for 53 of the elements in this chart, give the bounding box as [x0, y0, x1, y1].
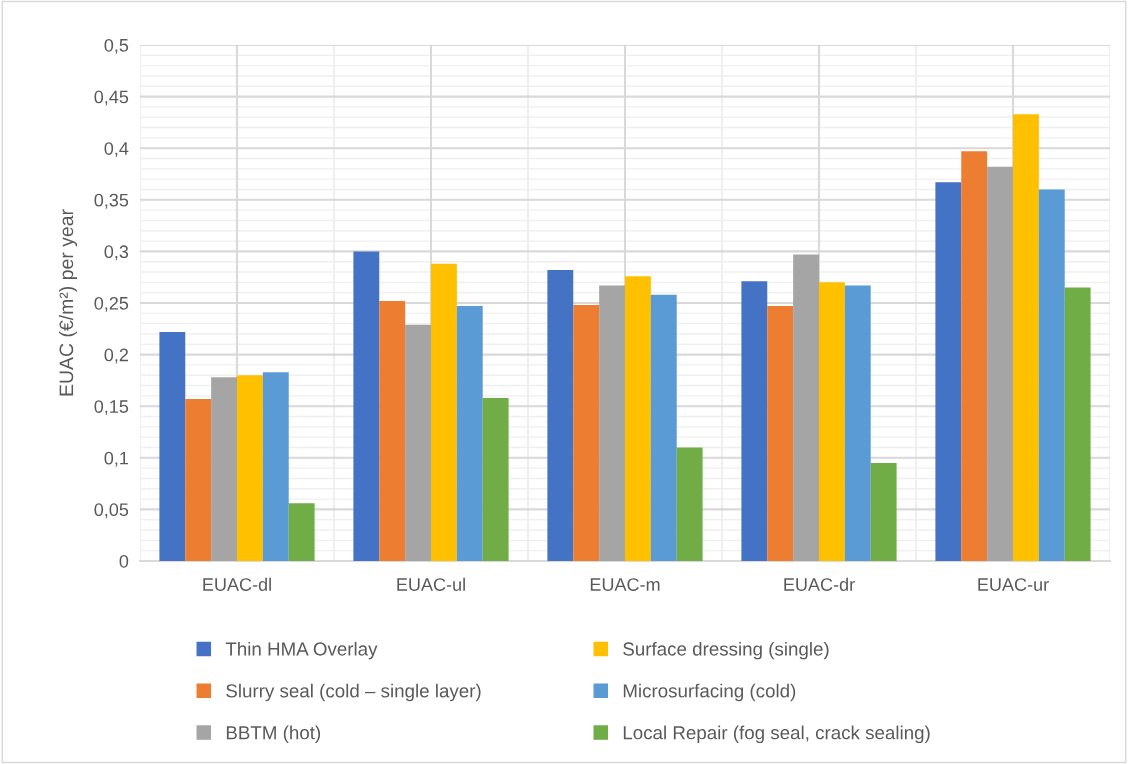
- x-tick-label: EUAC-m: [590, 578, 660, 591]
- bar: [353, 251, 380, 561]
- bar: [961, 151, 988, 561]
- bar: [379, 300, 406, 561]
- x-tick-label: EUAC-dr: [784, 577, 855, 591]
- bar: [1013, 114, 1039, 561]
- y-tick-label: 0,1: [104, 451, 129, 467]
- bar: [935, 182, 962, 561]
- bar: [676, 447, 703, 561]
- bar: [870, 462, 897, 561]
- legend-label: Microsurfacing (cold): [623, 683, 796, 702]
- bar: [987, 166, 1013, 561]
- bar: [599, 285, 625, 561]
- legend-label: Slurry seal (cold – single layer): [226, 683, 481, 702]
- bar: [482, 397, 509, 561]
- bar: [625, 276, 651, 561]
- bar: [288, 503, 315, 561]
- bar: [262, 372, 289, 561]
- bar: [547, 269, 574, 561]
- legend-label: BBTM (hot): [226, 725, 321, 744]
- x-tick-label: EUAC-ur: [978, 578, 1049, 591]
- bar: [431, 263, 457, 561]
- bar: [1038, 189, 1065, 561]
- bar: [237, 375, 263, 561]
- x-tick-label: EUAC-dl: [203, 577, 271, 591]
- bar: [456, 306, 483, 561]
- bar: [573, 305, 600, 561]
- y-axis-title: EUAC (€/m²) per year: [58, 209, 78, 396]
- y-tick-label: 0,2: [104, 348, 128, 364]
- bar: [650, 294, 677, 561]
- y-tick-label: 0,05: [94, 503, 129, 519]
- y-tick-label: 0,35: [94, 193, 129, 209]
- y-tick-label: 0,4: [104, 142, 129, 158]
- y-tick-label: 0,45: [94, 90, 129, 106]
- bar: [405, 324, 431, 561]
- y-tick-label: 0,25: [94, 296, 129, 312]
- bar: [159, 331, 186, 561]
- legend-label: Surface dressing (single): [623, 641, 829, 660]
- bar: [211, 377, 237, 561]
- y-tick-label: 0,15: [94, 400, 129, 416]
- legend-label: Thin HMA Overlay: [225, 641, 378, 660]
- bar: [1064, 287, 1091, 561]
- y-tick-label: 0: [119, 554, 129, 568]
- bar: [767, 306, 794, 561]
- y-tick-label: 0,3: [104, 245, 129, 261]
- bar: [741, 281, 768, 561]
- bar: [185, 398, 212, 561]
- legend-label: Local Repair (fog seal, crack sealing): [623, 725, 930, 744]
- bar: [793, 254, 819, 561]
- y-tick-label: 0,5: [104, 38, 129, 54]
- bar: [844, 285, 871, 561]
- x-tick-label: EUAC-ul: [397, 577, 465, 591]
- bar: [819, 282, 845, 561]
